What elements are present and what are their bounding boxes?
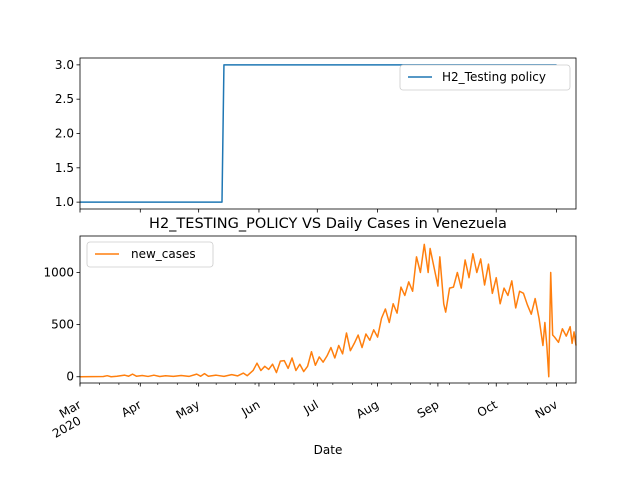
bottom-legend: new_cases: [86, 241, 214, 268]
y-tick-label: 500: [51, 318, 74, 332]
y-tick-label: 1.5: [55, 161, 74, 175]
top-y-axis: 1.0 1.5 2.0 2.5 3.0: [55, 58, 80, 209]
y-tick-label: 3.0: [55, 58, 74, 72]
y-tick-label: 0: [66, 370, 74, 384]
bottom-series-layer: [79, 243, 577, 378]
y-tick-label: 1.0: [55, 195, 74, 209]
bottom-legend-label: new_cases: [131, 247, 196, 261]
top-series-layer: [80, 64, 557, 203]
bottom-chart-title: H2_TESTING_POLICY VS Daily Cases in Vene…: [149, 216, 507, 232]
bottom-y-axis: 0 500 1000: [43, 265, 80, 384]
top-legend: H2_Testing policy: [399, 64, 571, 91]
series-line-h2-testing-policy: [80, 64, 557, 203]
top-legend-box: [399, 64, 571, 91]
bottom-x-axis-title: Date: [314, 443, 343, 457]
y-tick-label: 1000: [43, 265, 74, 279]
bottom-legend-box: [86, 241, 214, 268]
y-tick-label: 2.5: [55, 92, 74, 106]
bottom-plot-frame: [79, 235, 577, 384]
top-legend-label: H2_Testing policy: [442, 70, 546, 84]
top-chart-panel: 1.0 1.5 2.0 2.5 3.0 H2_Testing policy: [55, 57, 577, 213]
x-tick-label: Jul: [300, 397, 320, 417]
y-tick-label: 2.0: [55, 127, 74, 141]
series-line-new-cases: [79, 243, 577, 378]
top-x-axis: [79, 209, 557, 213]
